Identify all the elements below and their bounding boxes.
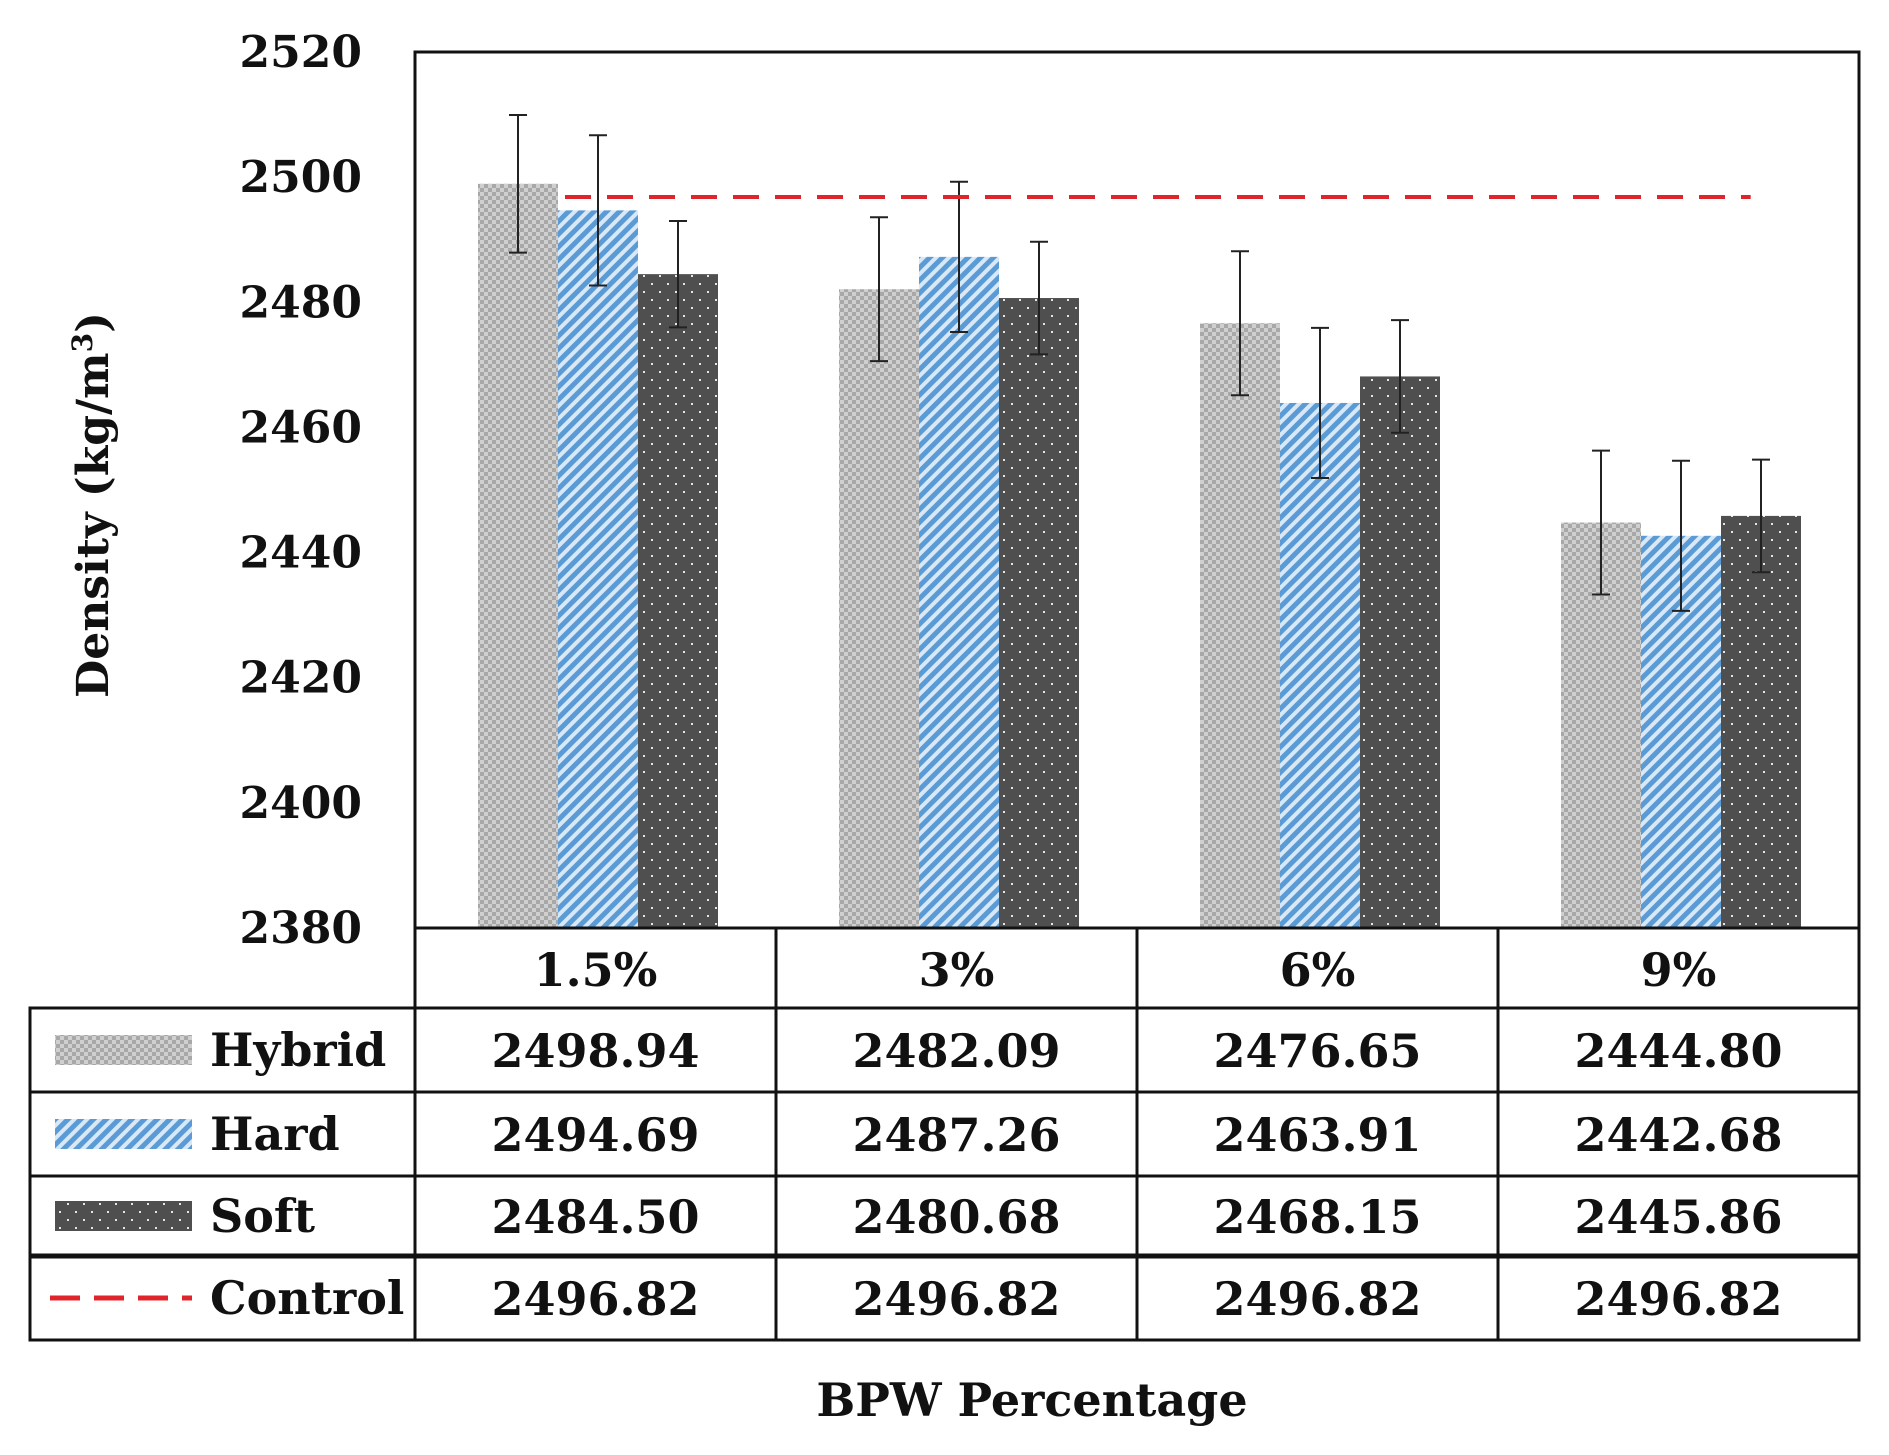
y-tick-label: 2380 (240, 903, 362, 954)
data-label-control: 2496.82 (491, 1272, 699, 1326)
y-tick-label: 2500 (240, 152, 362, 203)
data-label-hybrid: 2498.94 (491, 1024, 699, 1078)
x-tick-label: 1.5% (534, 943, 658, 997)
data-label-control: 2496.82 (1574, 1272, 1782, 1326)
x-axis-label: BPW Percentage (816, 1373, 1247, 1427)
y-axis-ticks: 2380 2400 2420 2440 2460 2480 2500 2520 (240, 27, 362, 954)
data-label-hybrid: 2476.65 (1213, 1024, 1421, 1078)
legend-label-hard: Hard (210, 1107, 340, 1161)
bar-hard (919, 256, 999, 928)
y-tick-label: 2440 (240, 528, 362, 579)
legend-label-control: Control (210, 1271, 404, 1325)
x-tick-label: 9% (1641, 943, 1717, 997)
data-label-control: 2496.82 (852, 1272, 1060, 1326)
data-label-hard: 2463.91 (1213, 1108, 1421, 1162)
data-label-hard: 2494.69 (491, 1108, 699, 1162)
data-label-hybrid: 2482.09 (852, 1024, 1060, 1078)
y-axis-label-close: ) (68, 312, 119, 333)
bar-soft (638, 274, 718, 929)
bar-hard (558, 210, 638, 928)
legend-swatch-hybrid (55, 1035, 192, 1065)
y-axis-label: Density (kg/m3) (66, 312, 119, 698)
y-tick-label: 2480 (240, 277, 362, 328)
data-label-control: 2496.82 (1213, 1272, 1421, 1326)
bar-soft (1360, 376, 1440, 928)
data-label-soft: 2468.15 (1213, 1190, 1421, 1244)
y-tick-label: 2460 (240, 402, 362, 453)
table-frame (28, 1006, 1861, 1342)
y-tick-label: 2420 (240, 653, 362, 704)
error-bars (509, 113, 1770, 612)
bar-hybrid (1200, 323, 1280, 928)
data-table: 1.5% 3% 6% 9% Hybrid 2498.94 2482.09 2476.65 244… (28, 928, 1861, 1342)
y-axis-label-superscript: 3 (66, 333, 99, 352)
data-label-hybrid: 2444.80 (1574, 1024, 1782, 1078)
data-label-soft: 2484.50 (491, 1190, 699, 1244)
legend-swatch-soft (55, 1201, 192, 1231)
bar-hard (1280, 402, 1360, 928)
bar-marks (478, 183, 1801, 929)
bar-hybrid (839, 289, 919, 929)
data-label-soft: 2480.68 (852, 1190, 1060, 1244)
bar-soft (1721, 515, 1801, 928)
x-tick-label: 6% (1280, 943, 1356, 997)
legend-label-hybrid: Hybrid (210, 1023, 386, 1077)
legend-label-soft: Soft (210, 1189, 316, 1243)
y-tick-label: 2520 (240, 27, 362, 78)
data-label-hard: 2442.68 (1574, 1108, 1782, 1162)
data-label-soft: 2445.86 (1574, 1190, 1782, 1244)
x-tick-label: 3% (919, 943, 995, 997)
data-label-hard: 2487.26 (852, 1108, 1060, 1162)
bar-soft (999, 298, 1079, 928)
legend-swatch-hard (55, 1119, 192, 1149)
y-tick-label: 2400 (240, 778, 362, 829)
bar-hybrid (478, 183, 558, 929)
